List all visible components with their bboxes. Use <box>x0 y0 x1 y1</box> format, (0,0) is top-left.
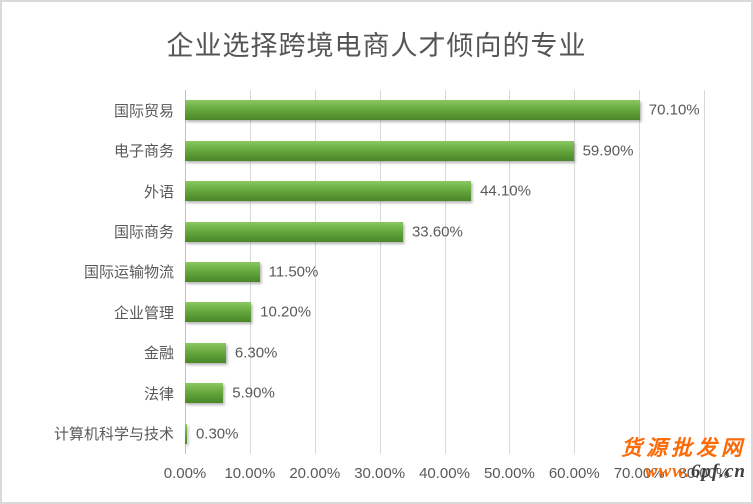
bar-row: 11.50% <box>185 252 704 292</box>
chart-title: 企业选择跨境电商人才倾向的专业 <box>166 31 587 61</box>
bar-row: 10.20% <box>185 292 704 332</box>
bar <box>185 302 252 323</box>
bar-row: 33.60% <box>185 211 704 251</box>
x-tick-label: 60.00% <box>548 465 600 482</box>
value-label: 10.20% <box>260 303 312 321</box>
bar <box>185 181 472 202</box>
plot-area: 70.10% 59.90% 44.10% 33.60% 11.50% 10.20% 6.30… <box>185 90 705 454</box>
category-label: 外语 <box>143 183 174 201</box>
bar <box>185 261 260 282</box>
x-tick-label: 80.00% <box>678 465 730 482</box>
gridline <box>704 90 705 454</box>
bar-row: 0.30% <box>185 414 704 454</box>
category-label: 法律 <box>143 385 174 403</box>
x-tick-label: 20.00% <box>289 465 341 482</box>
bar <box>185 383 224 404</box>
x-tick-label: 0.00% <box>163 465 207 482</box>
category-label: 电子商务 <box>113 143 174 161</box>
x-tick-label: 30.00% <box>354 465 406 482</box>
category-label: 国际贸易 <box>113 102 174 120</box>
bar <box>185 423 187 444</box>
value-label: 33.60% <box>411 223 463 241</box>
bar-row: 5.90% <box>185 373 704 413</box>
bar-row: 70.10% <box>185 90 704 130</box>
bar-row: 44.10% <box>185 171 704 211</box>
value-label: 5.90% <box>232 384 275 402</box>
gridline <box>639 90 641 454</box>
value-label: 0.30% <box>195 425 239 443</box>
bar-row: 59.90% <box>185 130 704 170</box>
x-tick-label: 10.00% <box>224 465 276 482</box>
gridline <box>314 90 316 454</box>
bar <box>185 140 574 161</box>
category-label: 国际运输物流 <box>83 264 174 282</box>
value-label: 44.10% <box>480 182 531 200</box>
bar <box>185 100 640 121</box>
gridline <box>574 90 576 454</box>
x-tick-label: 50.00% <box>483 465 535 482</box>
category-label: 计算机科学与技术 <box>53 426 174 444</box>
gridline <box>444 90 446 454</box>
value-label: 11.50% <box>268 263 319 281</box>
value-label: 6.30% <box>234 344 278 362</box>
bars-container: 70.10% 59.90% 44.10% 33.60% 11.50% 10.20% 6.30… <box>185 90 704 454</box>
value-label: 70.10% <box>648 101 700 119</box>
value-axis: 0.00% 10.00% 20.00% 30.00% 40.00% 50.00% 60.00… <box>164 463 730 485</box>
bar-row: 6.30% <box>185 333 704 373</box>
gridline <box>379 90 381 454</box>
category-axis: 国际贸易电子商务外语国际商务国际运输物流企业管理金融法律计算机科学与技术 <box>2 90 174 454</box>
value-label: 59.90% <box>582 142 634 160</box>
gridline <box>509 90 511 454</box>
bar <box>185 221 403 242</box>
x-tick-label: 40.00% <box>419 465 470 482</box>
category-label: 金融 <box>143 345 174 363</box>
bar <box>185 342 226 363</box>
category-label: 企业管理 <box>113 304 174 322</box>
x-tick-label: 70.00% <box>613 465 665 482</box>
category-label: 国际商务 <box>113 224 174 242</box>
